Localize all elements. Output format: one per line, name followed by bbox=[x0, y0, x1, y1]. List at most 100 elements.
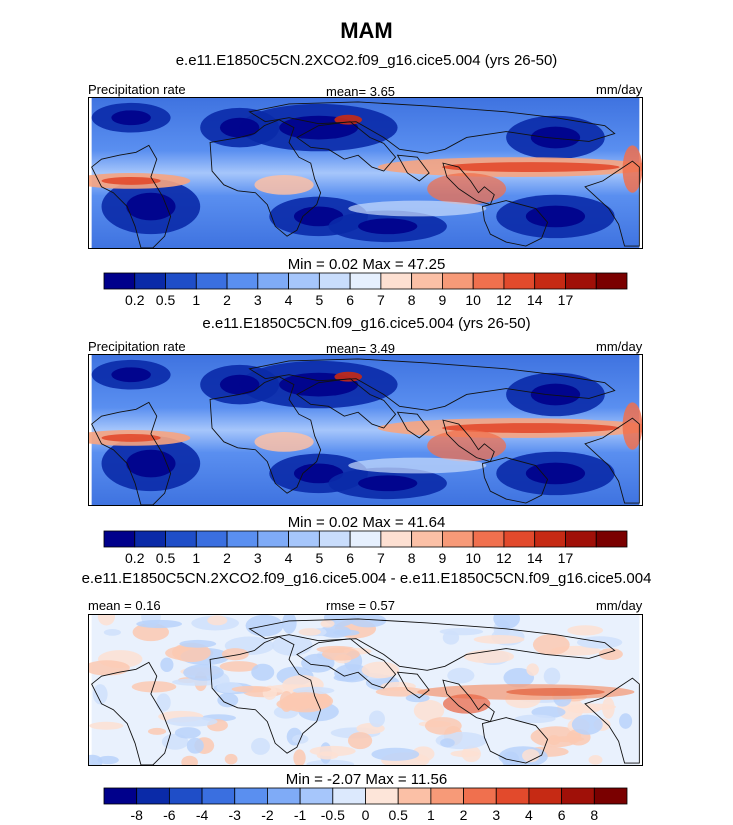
colorbar-box bbox=[411, 272, 443, 290]
panel-3-colorbar: -8 -6 -4 -3 -2 -1 -0.5 0 0.5 1 2 3 4 6 8 bbox=[103, 787, 628, 823]
colorbar-box bbox=[299, 787, 334, 805]
colorbar-tick-label: 17 bbox=[557, 550, 574, 566]
colorbar-box bbox=[442, 530, 474, 548]
colorbar-box bbox=[397, 787, 432, 805]
colorbar-box bbox=[472, 272, 505, 290]
colorbar-box bbox=[226, 272, 259, 290]
colorbar-box bbox=[430, 787, 464, 805]
colorbar-tick-label: 17 bbox=[557, 292, 574, 308]
colorbar-box bbox=[234, 787, 268, 805]
colorbar-tick-label: 8 bbox=[407, 550, 416, 566]
colorbar-box bbox=[165, 530, 197, 548]
colorbar-box bbox=[134, 272, 166, 290]
colorbar-tick-label: -6 bbox=[163, 807, 176, 823]
colorbar-box bbox=[463, 787, 497, 805]
colorbar-tick-label: 0.5 bbox=[155, 550, 176, 566]
colorbar-box bbox=[349, 530, 382, 548]
colorbar-box bbox=[595, 272, 628, 290]
map-field-svg bbox=[89, 355, 642, 505]
colorbar-tick-label: 2 bbox=[459, 807, 468, 823]
colorbar-tick-label: 12 bbox=[496, 292, 512, 308]
colorbar-boxes bbox=[103, 530, 628, 548]
panel-2-subtitle: e.e11.E1850C5CN.f09_g16.cice5.004 (yrs 2… bbox=[202, 315, 531, 332]
colorbar-tick-label: 7 bbox=[376, 550, 385, 566]
colorbar-tick-label: 0.5 bbox=[155, 292, 176, 308]
colorbar-tick-label: -3 bbox=[228, 807, 241, 823]
colorbar-box bbox=[528, 787, 563, 805]
colorbar-box bbox=[332, 787, 366, 805]
colorbar-box bbox=[380, 272, 413, 290]
panel-2-colorbar: 0.2 0.5 1 2 3 4 5 6 7 8 9 10 12 14 17 bbox=[103, 530, 628, 566]
coastlines bbox=[91, 618, 640, 765]
colorbar-boxes bbox=[103, 272, 628, 290]
colorbar-tick-label: 2 bbox=[223, 550, 231, 566]
panel-1-mean-label: mean= 3.65 bbox=[326, 84, 396, 99]
map-field-svg bbox=[89, 98, 642, 248]
colorbar-box bbox=[411, 530, 443, 548]
colorbar-box bbox=[365, 787, 399, 805]
colorbar-tick-label: -1 bbox=[293, 807, 307, 823]
panel-1-minmax: Min = 0.02 Max = 47.25 bbox=[287, 256, 446, 273]
colorbar-box bbox=[565, 272, 597, 290]
colorbar-box bbox=[288, 530, 320, 548]
colorbar-box bbox=[442, 272, 474, 290]
panel-3-map bbox=[88, 614, 643, 766]
main-title: MAM bbox=[340, 18, 393, 43]
colorbar-box bbox=[103, 272, 136, 290]
panel-2-minmax: Min = 0.02 Max = 41.64 bbox=[287, 514, 446, 531]
colorbar-tick-label: 3 bbox=[253, 550, 262, 566]
colorbar-tick-label: 0.5 bbox=[388, 807, 408, 823]
colorbar-box bbox=[136, 787, 170, 805]
colorbar-tick-label: 5 bbox=[315, 292, 324, 308]
panel-2-units-label: mm/day bbox=[596, 339, 643, 354]
colorbar-tick-label: 10 bbox=[465, 292, 481, 308]
colorbar-box bbox=[168, 787, 203, 805]
colorbar-tick-label: 9 bbox=[438, 292, 447, 308]
panel-1-subtitle: e.e11.E1850C5CN.2XCO2.f09_g16.cice5.004 … bbox=[175, 52, 558, 69]
colorbar-tick-label: -0.5 bbox=[320, 807, 345, 823]
colorbar-tick-label: -8 bbox=[130, 807, 143, 823]
colorbar-tick-label: 0.2 bbox=[125, 292, 145, 308]
panel-2-mean-label: mean= 3.49 bbox=[326, 341, 396, 356]
colorbar-tick-label: 14 bbox=[526, 292, 543, 308]
colorbar-tick-label: 7 bbox=[376, 292, 385, 308]
panel-3-subtitle: e.e11.E1850C5CN.2XCO2.f09_g16.cice5.004 … bbox=[81, 570, 652, 587]
panel-3-units-label: mm/day bbox=[596, 598, 643, 613]
colorbar-box bbox=[267, 787, 301, 805]
panel-3-minmax: Min = -2.07 Max = 11.56 bbox=[285, 771, 448, 788]
colorbar-tick-label: 4 bbox=[284, 292, 293, 308]
panel-2-variable-label: Precipitation rate bbox=[88, 339, 186, 354]
colorbar-tick-label: -4 bbox=[195, 807, 209, 823]
map-field-svg bbox=[89, 615, 640, 765]
colorbar-tick-label: -2 bbox=[261, 807, 274, 823]
colorbar-tick-label: 12 bbox=[496, 550, 512, 566]
colorbar-box bbox=[195, 272, 228, 290]
colorbar-tick-label: 3 bbox=[492, 807, 501, 823]
colorbar-box bbox=[593, 787, 628, 805]
colorbar-tick-label: 2 bbox=[223, 292, 231, 308]
colorbar-tick-label: 4 bbox=[284, 550, 293, 566]
colorbar-tick-label: 14 bbox=[526, 550, 543, 566]
colorbar-tick-label: 8 bbox=[590, 807, 599, 823]
colorbar-tick-label: 6 bbox=[557, 807, 566, 823]
colorbar-box bbox=[201, 787, 236, 805]
colorbar-tick-label: 9 bbox=[438, 550, 447, 566]
colorbar-box bbox=[257, 272, 289, 290]
colorbar-box bbox=[288, 272, 320, 290]
colorbar-tick-label: 3 bbox=[253, 292, 262, 308]
coastlines bbox=[91, 101, 640, 248]
colorbar-tick-label: 6 bbox=[346, 292, 355, 308]
colorbar-tick-label: 0 bbox=[361, 807, 370, 823]
colorbar-box bbox=[103, 530, 136, 548]
colorbar-box bbox=[134, 530, 166, 548]
colorbar-box bbox=[318, 530, 351, 548]
colorbar-box bbox=[103, 787, 138, 805]
colorbar-tick-label: 1 bbox=[426, 807, 435, 823]
colorbar-tick-label: 1 bbox=[192, 292, 201, 308]
colorbar-box bbox=[595, 530, 628, 548]
colorbar-box bbox=[226, 530, 259, 548]
panel-1-map bbox=[88, 97, 643, 249]
colorbar-box bbox=[565, 530, 597, 548]
colorbar-box bbox=[503, 530, 536, 548]
panel-1-colorbar: 0.2 0.5 1 2 3 4 5 6 7 8 9 10 12 14 17 bbox=[103, 272, 628, 308]
